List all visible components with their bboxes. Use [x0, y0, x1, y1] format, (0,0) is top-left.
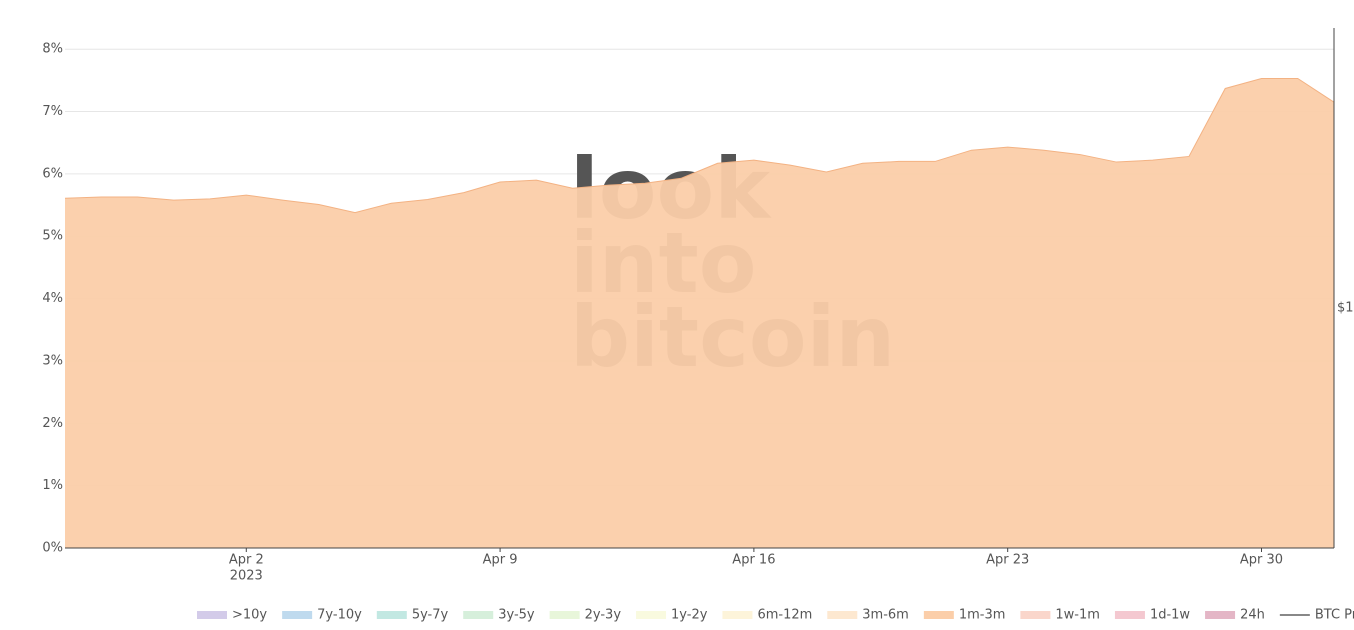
legend-swatch: [1114, 611, 1145, 619]
legend-item[interactable]: 3y-5y: [463, 608, 535, 623]
x-tick-label: Apr 30: [1240, 553, 1283, 568]
y-tick-label: 1%: [42, 478, 63, 493]
legend-swatch: [1020, 611, 1051, 619]
x-tick-sublabel: 2023: [230, 569, 263, 584]
legend-label: 6m-12m: [757, 608, 812, 623]
legend-item[interactable]: 24h: [1205, 608, 1265, 623]
legend-swatch: [923, 611, 954, 619]
legend-label: BTC Price: [1315, 608, 1354, 623]
y-tick-label: 7%: [42, 104, 63, 119]
legend-swatch: [463, 611, 494, 619]
y-tick-label: 8%: [42, 42, 63, 57]
legend-label: 5y-7y: [412, 608, 449, 623]
legend-swatch: [549, 611, 580, 619]
legend-item[interactable]: 3m-6m: [827, 608, 909, 623]
x-tick-label: Apr 23: [986, 553, 1029, 568]
legend-label: 3y-5y: [498, 608, 535, 623]
legend-item[interactable]: 7y-10y: [282, 608, 362, 623]
y-tick-label: 2%: [42, 416, 63, 431]
legend-item[interactable]: 1m-3m: [923, 608, 1006, 623]
legend-label: >10y: [232, 608, 267, 623]
legend-label: 1y-2y: [671, 608, 708, 623]
legend-swatch: [376, 611, 407, 619]
legend-label: 7y-10y: [317, 608, 362, 623]
y2-tick-label: $1: [1337, 301, 1354, 316]
area: [65, 78, 1334, 548]
legend-item[interactable]: BTC Price: [1279, 608, 1354, 623]
legend-item[interactable]: 1w-1m: [1020, 608, 1100, 623]
legend-item[interactable]: >10y: [197, 608, 267, 623]
legend-swatch: [722, 611, 753, 619]
legend: >10y 7y-10y 5y-7y 3y-5y 2y-3y 1y-2y 6m-12m 3m-6…: [197, 608, 1354, 623]
legend-label: 3m-6m: [862, 608, 909, 623]
legend-item[interactable]: 1y-2y: [636, 608, 708, 623]
x-tick-label: Apr 16: [732, 553, 775, 568]
legend-label: 1w-1m: [1055, 608, 1100, 623]
y-tick-label: 5%: [42, 229, 63, 244]
legend-item[interactable]: 1d-1w: [1114, 608, 1190, 623]
legend-item[interactable]: 2y-3y: [549, 608, 622, 623]
y-tick-label: 0%: [42, 541, 63, 556]
legend-swatch: [636, 611, 667, 619]
legend-swatch: [197, 611, 227, 619]
legend-swatch: [827, 611, 858, 619]
legend-swatch: [1205, 611, 1236, 619]
y-tick-label: 3%: [42, 353, 63, 368]
y-tick-label: 6%: [42, 166, 63, 181]
legend-item[interactable]: 5y-7y: [376, 608, 449, 623]
y-tick-label: 4%: [42, 291, 63, 306]
area-line: [64, 78, 1335, 214]
x-tick-label: Apr 9: [483, 553, 518, 568]
legend-label: 1d-1w: [1150, 608, 1190, 623]
legend-swatch: [282, 611, 313, 619]
x-tick-label: Apr 2: [229, 553, 264, 568]
legend-label: 24h: [1240, 608, 1265, 623]
legend-label: 2y-3y: [585, 608, 622, 623]
legend-label: 1m-3m: [959, 608, 1006, 623]
legend-item[interactable]: 6m-12m: [722, 608, 812, 623]
